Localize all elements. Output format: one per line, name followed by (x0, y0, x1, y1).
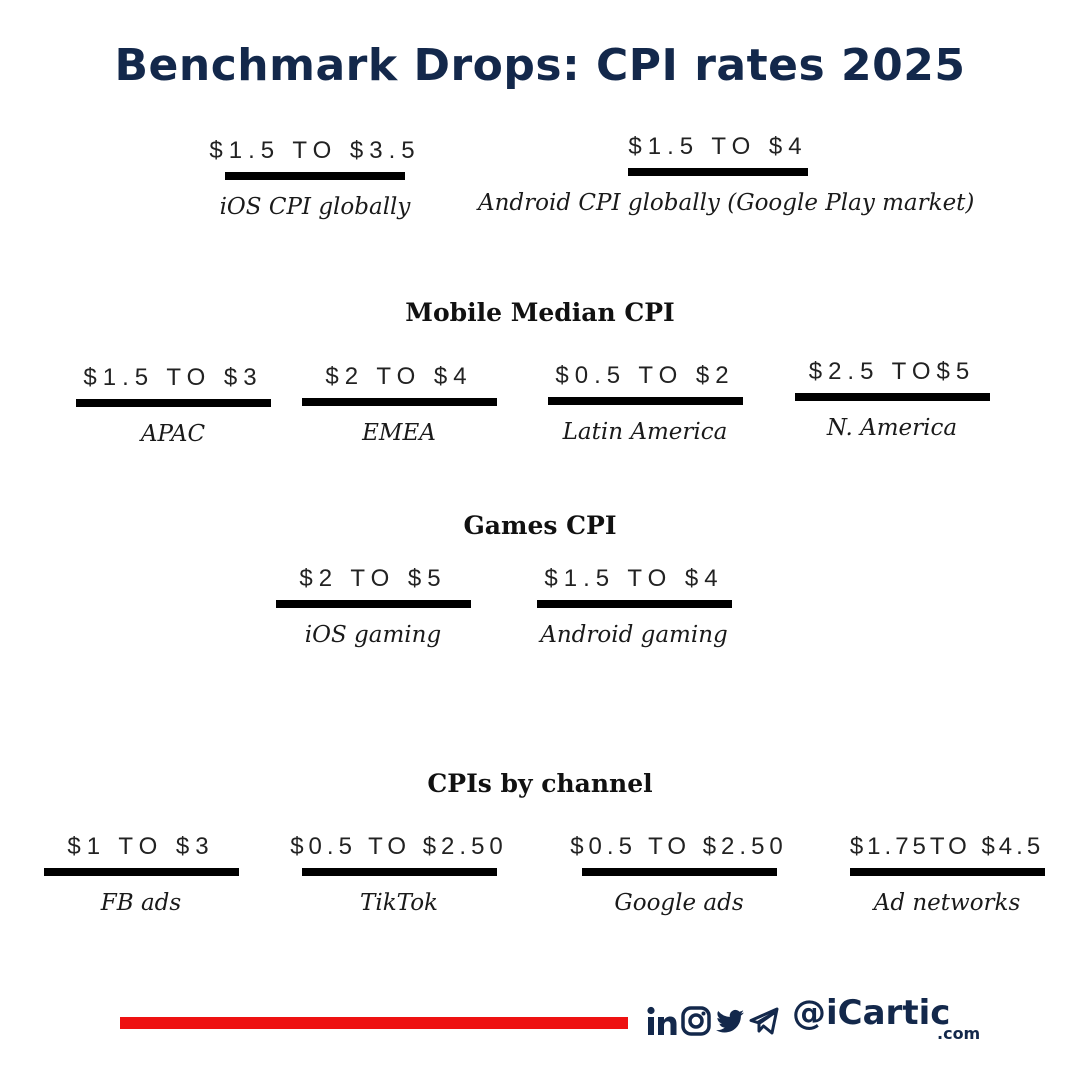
cpi-label: Android CPI globally (Google Play market… (478, 190, 975, 216)
cpi-latin-america: $0.5 TO $2 Latin America (515, 361, 775, 445)
cpi-ios-gaming: $2 TO $5 iOS gaming (243, 564, 503, 648)
cpi-emea: $2 TO $4 EMEA (269, 362, 529, 446)
divider-bar (301, 398, 497, 406)
cpi-label: iOS gaming (304, 622, 442, 648)
divider-bar (75, 399, 271, 407)
cpi-google-ads: $0.5 TO $2.50 Google ads (549, 832, 809, 916)
divider-bar (794, 393, 990, 401)
cpi-label: EMEA (362, 420, 436, 446)
ios-global-cpi: $1.5 TO $3.5 iOS CPI globally (185, 136, 445, 220)
cpi-label: Ad networks (873, 890, 1021, 916)
cpi-label: Google ads (614, 890, 744, 916)
cpi-value: $1.5 TO $3 (83, 364, 263, 391)
section-heading-games: Games CPI (463, 511, 617, 540)
cpi-ad-networks: $1.75TO $4.5 Ad networks (817, 832, 1077, 916)
cpi-label: Android gaming (540, 622, 728, 648)
cpi-label: FB ads (100, 890, 182, 916)
cpi-value: $0.5 TO $2.50 (290, 833, 508, 860)
divider-bar (581, 868, 777, 876)
brand-handle[interactable]: @iCartic (792, 993, 951, 1033)
divider-bar (225, 172, 405, 180)
cpi-label: iOS CPI globally (219, 194, 411, 220)
section-heading-channels: CPIs by channel (427, 769, 653, 798)
telegram-icon[interactable] (748, 1005, 779, 1035)
cpi-apac: $1.5 TO $3 APAC (43, 363, 303, 447)
divider-bar (536, 600, 732, 608)
cpi-north-america: $2.5 TO$5 N. America (762, 357, 1022, 441)
divider-bar (301, 868, 497, 876)
cpi-value: $0.5 TO $2.50 (570, 833, 788, 860)
cpi-label: APAC (140, 421, 206, 447)
cpi-value: $1.75TO $4.5 (849, 833, 1045, 860)
instagram-icon[interactable] (680, 1005, 711, 1036)
cpi-android-gaming: $1.5 TO $4 Android gaming (504, 564, 764, 648)
divider-bar (849, 868, 1045, 876)
divider-bar (275, 600, 471, 608)
cpi-label: Latin America (562, 419, 728, 445)
cpi-value: $1.5 TO $4 (544, 565, 724, 592)
page-title: Benchmark Drops: CPI rates 2025 (114, 40, 966, 91)
cpi-value: $1.5 TO $4 (628, 133, 808, 160)
cpi-label: TikTok (360, 890, 438, 916)
cpi-value: $1 TO $3 (67, 833, 215, 860)
twitter-icon[interactable] (714, 1005, 744, 1035)
cpi-value: $2 TO $5 (299, 565, 447, 592)
cpi-label: N. America (826, 415, 958, 441)
cpi-tiktok: $0.5 TO $2.50 TikTok (269, 832, 529, 916)
linkedin-icon[interactable] (646, 1005, 677, 1035)
cpi-value: $2.5 TO$5 (808, 358, 976, 385)
divider-bar (628, 168, 808, 176)
android-global-cpi: $1.5 TO $4 Android CPI globally (Google … (478, 132, 975, 216)
cpi-value: $1.5 TO $3.5 (209, 137, 421, 164)
social-icons (646, 1000, 779, 1040)
cpi-value: $0.5 TO $2 (555, 362, 735, 389)
footer-accent-line (120, 1017, 628, 1029)
cpi-fb-ads: $1 TO $3 FB ads (11, 832, 271, 916)
brand-domain: .com (937, 1024, 981, 1043)
divider-bar (43, 868, 239, 876)
section-heading-mobile-median: Mobile Median CPI (405, 298, 675, 327)
cpi-value: $2 TO $4 (325, 363, 473, 390)
divider-bar (547, 397, 743, 405)
